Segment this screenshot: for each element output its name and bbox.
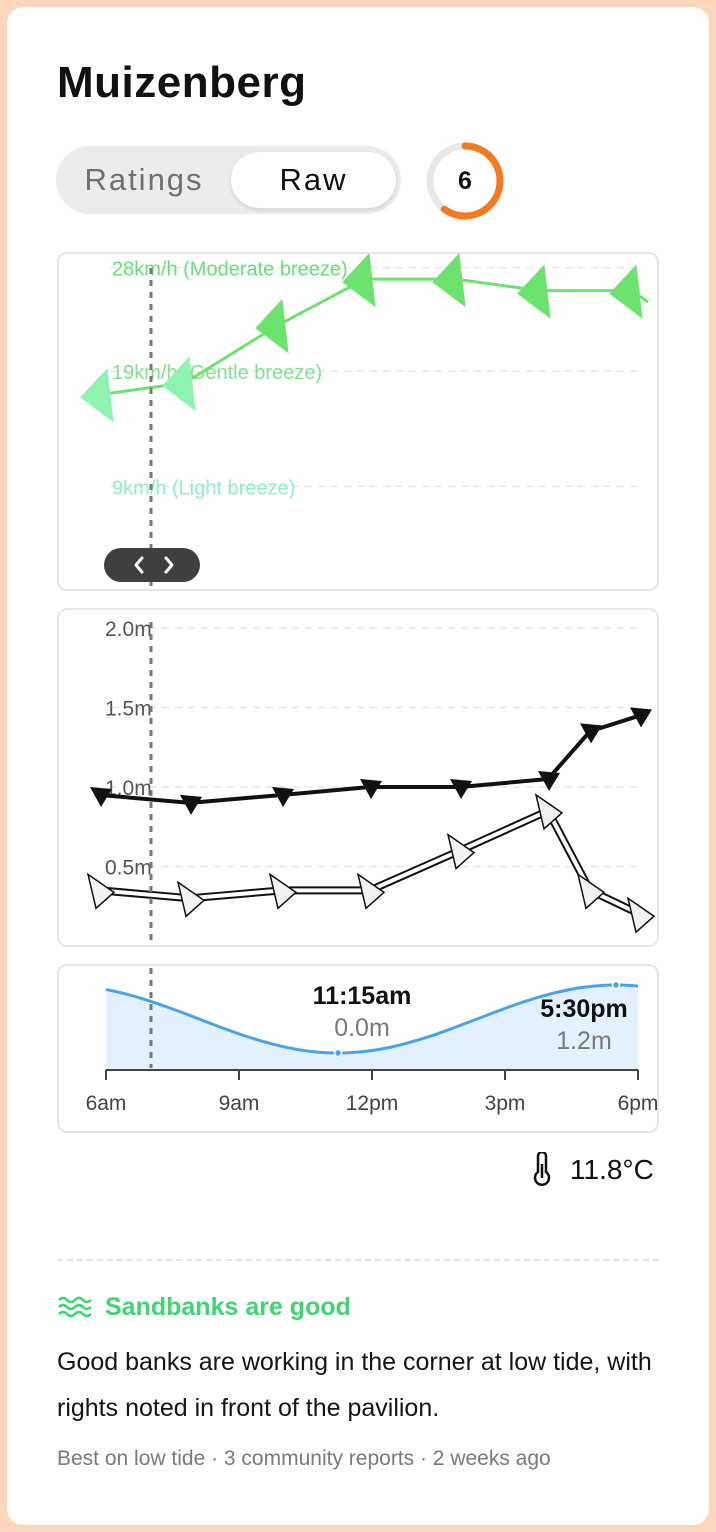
swell-chart: 2.0m 1.5m 1.0m 0.5m	[86, 618, 656, 944]
tide-chart: 6am 9am 12pm 3pm 6pm 11:15am 0.0m 5:30pm 1.2…	[86, 968, 659, 1115]
toggle-ratings[interactable]: Ratings	[84, 162, 204, 197]
swell-primary-arrow	[360, 779, 382, 799]
tide-high-height: 1.2m	[556, 1027, 612, 1055]
scrub-handle[interactable]	[104, 548, 200, 582]
tide-x-label: 6pm	[618, 1092, 659, 1115]
chevron-left-icon	[134, 556, 144, 574]
spot-card	[7, 7, 709, 1525]
swell-chart-panel	[57, 608, 659, 947]
swell-tick-label: 2.0m	[105, 618, 152, 641]
spot-title: Muizenberg	[57, 58, 307, 107]
swell-tick-label: 0.5m	[105, 857, 152, 880]
tide-low-marker	[333, 1048, 343, 1058]
wind-grid-label: 9km/h (Light breeze)	[112, 477, 295, 499]
wind-arrow	[255, 299, 289, 354]
rating-gauge	[426, 142, 504, 220]
wind-chart: 28km/h (Moderate breeze) 19km/h (Gentle b…	[80, 252, 649, 588]
swell-secondary-arrow	[626, 896, 656, 934]
swell-primary-arrow	[580, 723, 602, 744]
wind-arrow	[80, 368, 114, 423]
tide-high-time: 5:30pm	[540, 995, 628, 1023]
waves-icon	[58, 1296, 92, 1318]
chevron-right-icon	[164, 556, 174, 574]
wind-grid-label: 19km/h (Gentle breeze)	[112, 362, 322, 384]
sandbanks-title: Sandbanks are good	[105, 1292, 351, 1321]
thermometer-icon	[533, 1152, 551, 1186]
swell-primary-arrow	[272, 786, 294, 807]
wind-arrow	[609, 264, 643, 319]
temperature-value: 11.8°C	[570, 1154, 654, 1185]
temperature: 11.8°C	[528, 1150, 654, 1190]
sandbanks-meta[interactable]: Best on low tide · 3 community reports ·…	[57, 1447, 551, 1470]
swell-secondary-arrow	[446, 832, 476, 870]
tide-x-label: 6am	[86, 1092, 127, 1115]
swell-primary-arrow	[630, 707, 652, 728]
wind-arrow	[432, 252, 466, 308]
wind-arrow	[162, 356, 196, 411]
wind-chart-panel	[57, 252, 659, 591]
swell-tick-label: 1.5m	[105, 698, 152, 721]
swell-secondary-arrow	[86, 872, 116, 910]
tide-high-marker	[611, 980, 621, 990]
swell-primary-arrow	[538, 771, 560, 792]
swell-secondary-arrow	[176, 880, 206, 918]
swell-secondary-arrow	[268, 872, 298, 910]
sandbanks-header: Sandbanks are good	[57, 1290, 351, 1324]
wind-arrow	[342, 252, 376, 308]
swell-secondary-arrow	[356, 872, 386, 910]
wind-arrow	[517, 264, 551, 319]
sandbanks-description: Good banks are working in the corner at …	[57, 1348, 652, 1422]
tide-x-label: 9am	[219, 1092, 260, 1115]
swell-primary-arrow	[180, 794, 202, 815]
swell-secondary-arrow	[576, 872, 606, 910]
tide-low-time: 11:15am	[313, 982, 412, 1010]
tide-x-label: 12pm	[346, 1092, 399, 1115]
section-divider	[57, 1259, 659, 1261]
wind-grid-label: 28km/h (Moderate breeze)	[112, 259, 348, 281]
tide-chart-panel	[57, 964, 659, 1133]
swell-primary-arrow	[450, 779, 472, 799]
toggle-raw[interactable]: Raw	[231, 152, 396, 208]
view-toggle: Ratings Raw	[56, 146, 401, 214]
swell-secondary-arrow	[534, 793, 564, 831]
tide-low-height: 0.0m	[334, 1014, 390, 1042]
swell-tick-label: 1.0m	[105, 777, 152, 800]
rating-value: 6	[458, 167, 472, 195]
tide-x-label: 3pm	[485, 1092, 526, 1115]
swell-primary-arrow	[90, 786, 112, 807]
